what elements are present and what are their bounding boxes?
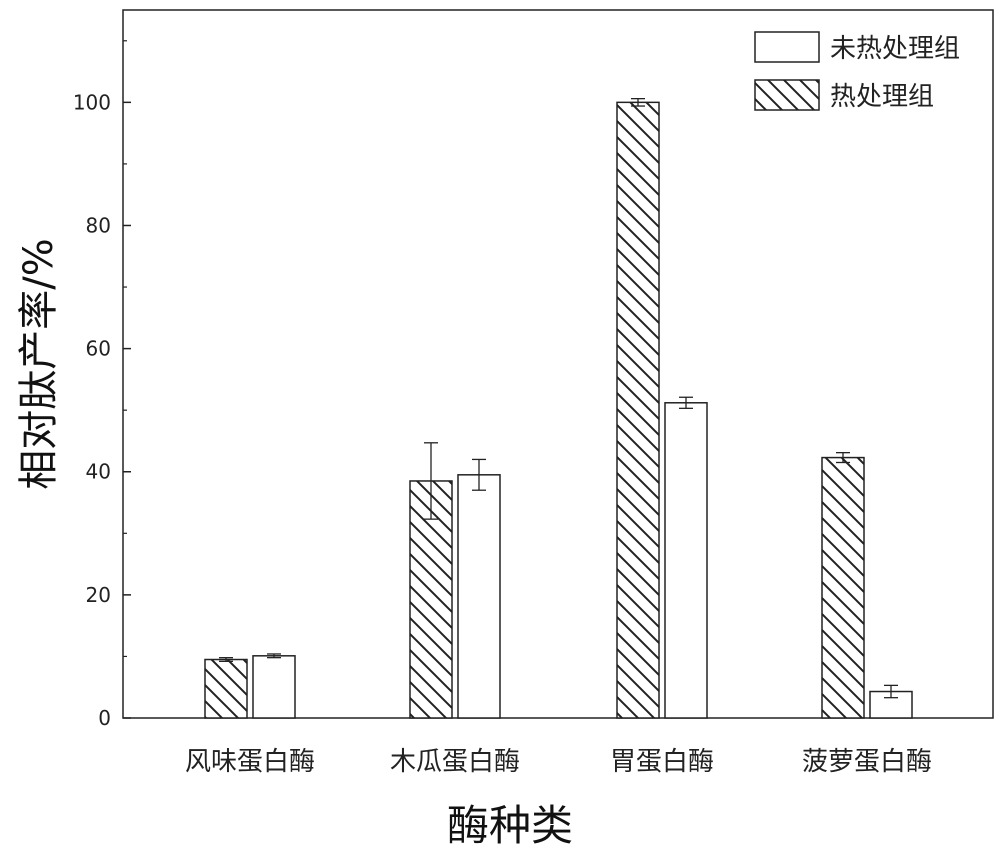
y-tick-label: 20 <box>86 583 111 607</box>
legend-label: 热处理组 <box>830 82 934 112</box>
x-axis: 风味蛋白酶 木瓜蛋白酶 胃蛋白酶 菠萝蛋白酶 <box>185 747 932 777</box>
y-axis-title: 相对肽产率/% <box>16 238 62 489</box>
legend-label: 未热处理组 <box>830 34 960 64</box>
y-tick-label: 80 <box>86 213 111 237</box>
bar <box>664 402 708 719</box>
bar <box>821 456 865 719</box>
x-category-label: 菠萝蛋白酶 <box>802 747 932 777</box>
y-axis: 0 20 40 60 80 100 <box>73 40 131 730</box>
x-category-label: 木瓜蛋白酶 <box>390 747 520 777</box>
bar <box>457 474 501 719</box>
x-axis-title: 酶种类 <box>447 801 573 850</box>
bar <box>252 655 296 719</box>
x-category-label: 胃蛋白酶 <box>610 747 714 777</box>
bar <box>616 101 660 719</box>
legend-swatch <box>754 31 820 63</box>
bars <box>204 98 913 719</box>
x-category-label: 风味蛋白酶 <box>185 747 315 777</box>
bar <box>409 480 453 719</box>
y-tick-label: 100 <box>73 90 111 114</box>
y-tick-label: 0 <box>98 706 111 730</box>
plot-frame <box>122 9 994 719</box>
y-tick-label: 60 <box>86 337 111 361</box>
bar <box>204 658 248 719</box>
legend-swatch <box>754 79 820 111</box>
y-tick-label: 40 <box>86 460 111 484</box>
